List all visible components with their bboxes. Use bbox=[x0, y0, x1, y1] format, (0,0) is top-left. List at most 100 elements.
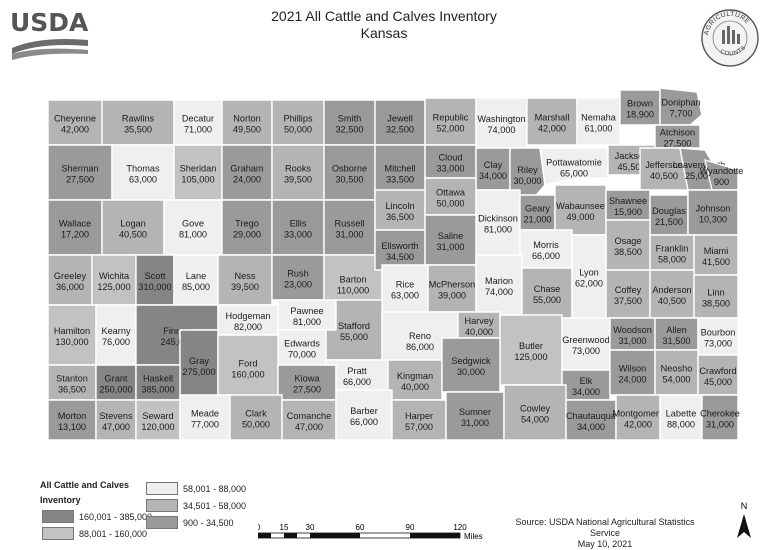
county-value-stanton: 36,500 bbox=[58, 385, 86, 395]
scale-tick-15: 15 bbox=[280, 523, 289, 532]
county-name-seward: Seward bbox=[142, 411, 173, 421]
legend-item-4: 34,501 - 58,000 bbox=[146, 499, 246, 512]
county-value-grant: 250,000 bbox=[99, 385, 132, 395]
county-name-elk: Elk bbox=[580, 376, 593, 386]
county-name-russell: Russell bbox=[334, 219, 364, 229]
county-value-trego: 29,000 bbox=[233, 230, 261, 240]
county-name-rooks: Rooks bbox=[285, 164, 311, 174]
county-name-wallace: Wallace bbox=[59, 219, 91, 229]
county-name-edwards: Edwards bbox=[284, 339, 320, 349]
county-name-cloud: Cloud bbox=[438, 153, 462, 163]
county-name-riley: Riley bbox=[517, 165, 538, 175]
county-name-chautauqua: Chautauqua bbox=[566, 411, 617, 421]
county-name-washington: Washington bbox=[477, 114, 525, 124]
county-value-pottawatomie: 65,000 bbox=[560, 169, 588, 179]
county-value-dickinson: 81,000 bbox=[484, 225, 512, 235]
county-name-labette: Labette bbox=[666, 409, 697, 419]
county-value-phillips: 50,000 bbox=[284, 125, 312, 135]
county-value-marshall: 42,000 bbox=[538, 124, 566, 134]
county-value-wallace: 17,200 bbox=[61, 230, 89, 240]
county-name-leavenworth: Leavenworth bbox=[673, 160, 726, 170]
scale-tick-120: 120 bbox=[453, 523, 467, 532]
county-name-scott: Scott bbox=[145, 271, 166, 281]
county-name-franklin: Franklin bbox=[656, 244, 689, 254]
county-value-anderson: 40,500 bbox=[658, 296, 686, 306]
county-name-wichita: Wichita bbox=[99, 271, 130, 281]
county-name-hodgeman: Hodgeman bbox=[226, 311, 271, 321]
county-value-rush: 23,000 bbox=[284, 280, 312, 290]
legend-swatch-2 bbox=[42, 527, 74, 540]
county-value-rooks: 39,500 bbox=[284, 175, 312, 185]
county-value-atchison: 27,500 bbox=[663, 139, 691, 149]
county-name-ellsworth: Ellsworth bbox=[381, 241, 418, 251]
county-name-cherokee: Cherokee bbox=[700, 409, 740, 419]
county-name-jackson: Jackson bbox=[615, 151, 649, 161]
scale-bar-graphic: 0 15 30 60 90 120 Miles bbox=[256, 523, 483, 541]
usda-logo: USDA bbox=[10, 6, 90, 66]
county-name-republic: Republic bbox=[433, 113, 469, 123]
county-name-dickinson: Dickinson bbox=[478, 214, 518, 224]
county-value-franklin: 58,000 bbox=[658, 255, 686, 265]
county-name-wabaunsee: Wabaunsee bbox=[556, 201, 605, 211]
county-value-marion: 74,000 bbox=[485, 287, 513, 297]
county-value-jefferson: 40,500 bbox=[650, 171, 678, 181]
county-name-greenwood: Greenwood bbox=[562, 335, 610, 345]
county-value-meade: 77,000 bbox=[191, 420, 219, 430]
county-value-osborne: 30,500 bbox=[335, 175, 363, 185]
county-name-cheyenne: Cheyenne bbox=[54, 114, 96, 124]
county-layer: Cheyenne42,000Rawlins35,500Decatur71,000… bbox=[47, 87, 744, 441]
map-title-block: 2021 All Cattle and Calves Inventory Kan… bbox=[0, 8, 768, 42]
county-value-rice: 63,000 bbox=[391, 291, 419, 301]
county-name-geary: Geary bbox=[525, 204, 550, 214]
county-value-montgomery: 42,000 bbox=[624, 420, 652, 430]
county-name-meade: Meade bbox=[191, 409, 219, 419]
county-value-lincoln: 36,500 bbox=[386, 212, 414, 222]
county-value-kearny: 76,000 bbox=[102, 337, 130, 347]
county-name-rush: Rush bbox=[287, 269, 308, 279]
county-name-atchison: Atchison bbox=[660, 128, 695, 138]
source-line-1: Source: USDA National Agricultural Stati… bbox=[515, 517, 695, 538]
county-value-morton: 13,100 bbox=[58, 422, 86, 432]
county-value-hodgeman: 82,000 bbox=[234, 322, 262, 332]
county-value-brown: 18,900 bbox=[626, 110, 654, 120]
scale-tick-90: 90 bbox=[406, 523, 415, 532]
county-name-finney: Finney bbox=[163, 326, 191, 336]
county-value-miami: 41,500 bbox=[702, 257, 730, 267]
county-value-riley: 30,000 bbox=[513, 176, 541, 186]
county-value-sedgwick: 30,000 bbox=[457, 367, 485, 377]
county-name-clay: Clay bbox=[484, 160, 503, 170]
county-value-hamilton: 130,000 bbox=[55, 337, 88, 347]
county-name-wyandotte: Wyandotte bbox=[700, 166, 744, 176]
county-value-pawnee: 81,000 bbox=[293, 317, 321, 327]
county-name-thomas: Thomas bbox=[126, 164, 160, 174]
county-value-ness: 39,500 bbox=[231, 282, 259, 292]
county-name-smith: Smith bbox=[338, 114, 362, 124]
county-name-harvey: Harvey bbox=[464, 316, 494, 326]
county-name-doniphan: Doniphan bbox=[661, 98, 700, 108]
county-name-osborne: Osborne bbox=[332, 164, 367, 174]
county-name-sherman: Sherman bbox=[61, 164, 98, 174]
scale-unit: Miles bbox=[464, 532, 483, 541]
